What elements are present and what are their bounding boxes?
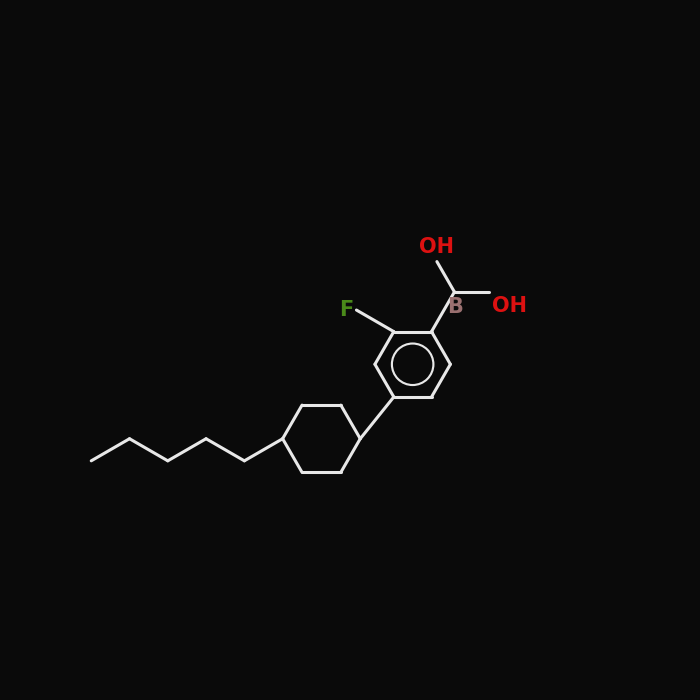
Text: OH: OH	[492, 296, 527, 316]
Text: OH: OH	[419, 237, 454, 258]
Text: F: F	[340, 300, 354, 320]
Text: B: B	[447, 298, 463, 317]
